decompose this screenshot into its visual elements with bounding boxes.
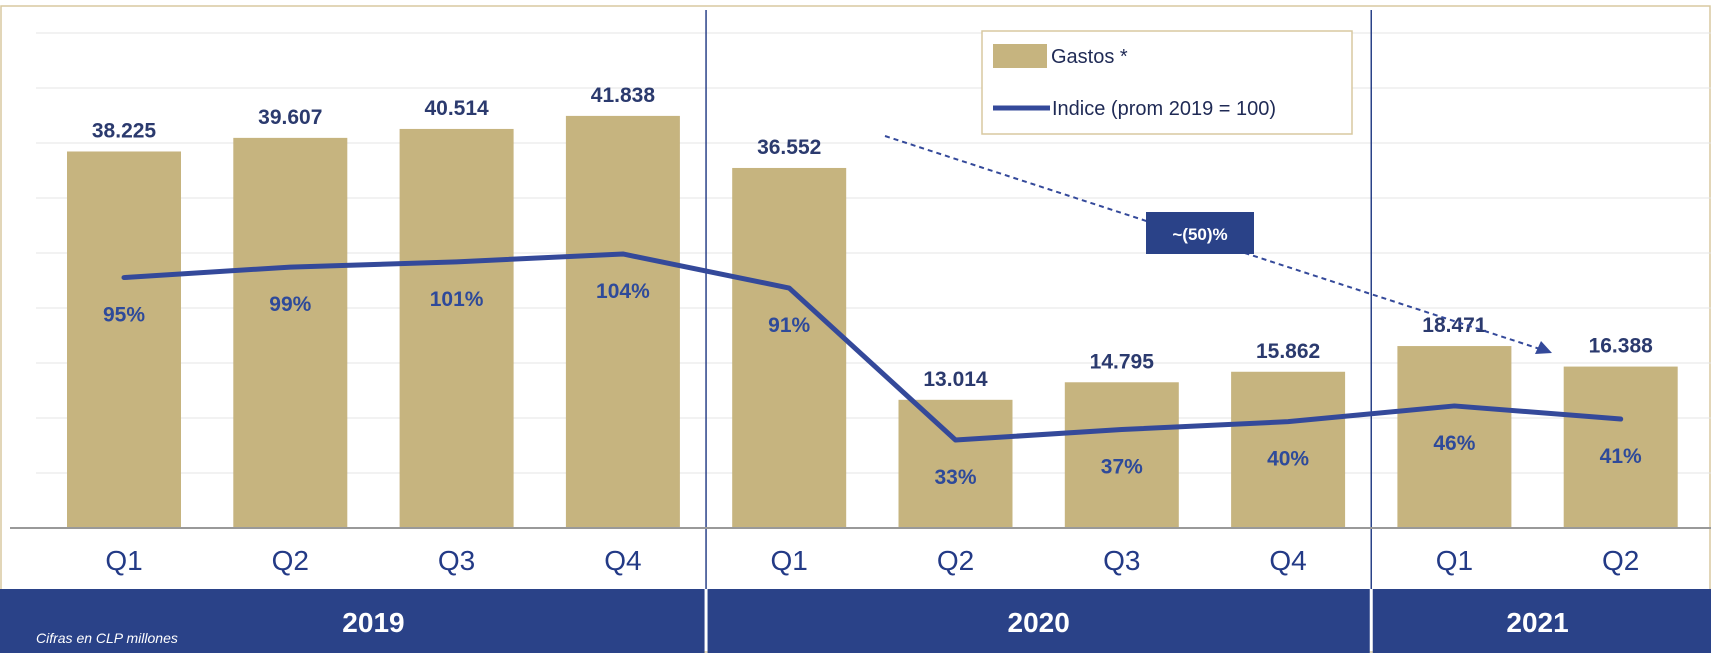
x-tick-label: Q1 xyxy=(105,545,142,576)
bar-value-label: 40.514 xyxy=(424,97,489,120)
year-label: 2020 xyxy=(1008,607,1070,638)
callout-label: ~(50)% xyxy=(1172,225,1227,244)
bar-8 xyxy=(1231,371,1346,528)
callout-box xyxy=(1146,212,1254,254)
index-value-label: 99% xyxy=(269,293,311,316)
bar-6 xyxy=(898,399,1013,528)
footnote: Cifras en CLP millones xyxy=(36,630,178,646)
bar-value-label: 36.552 xyxy=(757,136,821,159)
x-tick-label: Q3 xyxy=(1103,545,1140,576)
trend-arrowhead xyxy=(1535,341,1552,354)
index-value-label: 104% xyxy=(596,280,650,303)
year-band xyxy=(0,589,705,653)
bar-9 xyxy=(1397,346,1512,528)
bar-2 xyxy=(233,137,348,529)
x-tick-label: Q2 xyxy=(272,545,309,576)
index-value-label: 91% xyxy=(768,314,810,337)
bar-1 xyxy=(67,151,181,528)
bar-value-label: 14.795 xyxy=(1090,350,1155,373)
index-value-label: 41% xyxy=(1600,445,1642,468)
x-tick-label: Q1 xyxy=(771,545,808,576)
year-band xyxy=(1372,589,1711,653)
year-label: 2019 xyxy=(342,607,404,638)
x-tick-label: Q2 xyxy=(1602,545,1639,576)
x-tick-label: Q3 xyxy=(438,545,475,576)
bar-4 xyxy=(565,115,680,529)
x-tick-label: Q2 xyxy=(937,545,974,576)
legend-label-line: Indice (prom 2019 = 100) xyxy=(1052,98,1276,120)
x-tick-label: Q1 xyxy=(1436,545,1473,576)
index-value-label: 40% xyxy=(1267,448,1309,471)
bar-5 xyxy=(732,167,847,528)
index-value-label: 37% xyxy=(1101,456,1143,479)
legend-swatch-bar xyxy=(993,44,1047,68)
bar-value-label: 39.607 xyxy=(258,106,322,129)
year-band xyxy=(707,589,1370,653)
bar-value-label: 15.862 xyxy=(1256,340,1320,363)
year-label: 2021 xyxy=(1506,607,1568,638)
index-line xyxy=(121,251,1624,443)
bar-value-label: 16.388 xyxy=(1589,335,1654,358)
index-value-label: 101% xyxy=(430,288,484,311)
index-value-label: 46% xyxy=(1433,432,1475,455)
index-value-label: 95% xyxy=(103,304,145,327)
bar-value-label: 38.225 xyxy=(92,119,157,142)
bar-3 xyxy=(399,128,514,528)
x-tick-label: Q4 xyxy=(604,545,641,576)
bar-10 xyxy=(1563,366,1678,528)
legend-label-bar: Gastos * xyxy=(1051,46,1128,68)
bar-7 xyxy=(1064,382,1179,528)
index-value-label: 33% xyxy=(934,466,976,489)
bar-value-label: 41.838 xyxy=(591,84,656,107)
bar-value-label: 13.014 xyxy=(923,368,988,391)
bar-value-label: 18.471 xyxy=(1422,314,1487,337)
x-tick-label: Q4 xyxy=(1269,545,1306,576)
